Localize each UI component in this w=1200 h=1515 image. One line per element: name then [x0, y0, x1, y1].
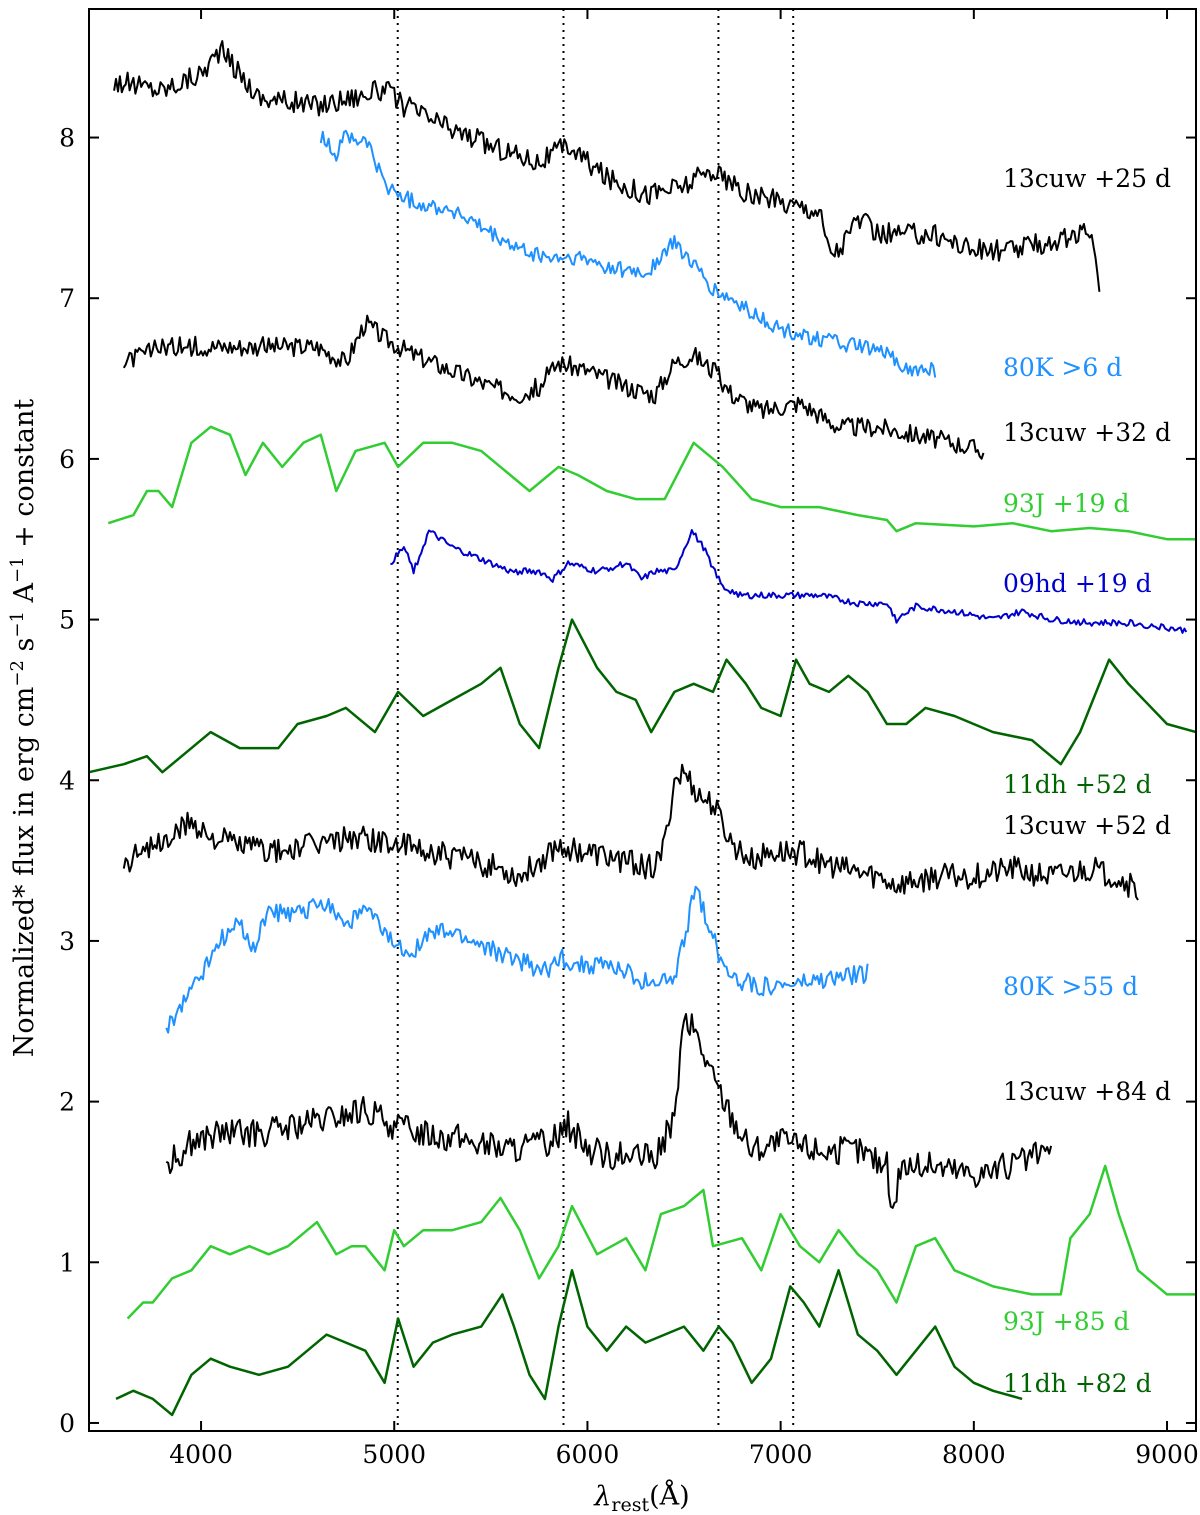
x-tick-label-4: 8000: [942, 1440, 1006, 1469]
x-tick-label-3: 7000: [749, 1440, 813, 1469]
series-label-0: 13cuw +25 d: [1003, 164, 1171, 193]
series-label-4: 09hd +19 d: [1003, 569, 1152, 598]
x-tick-label-0: 4000: [169, 1440, 233, 1469]
series-label-10: 11dh +82 d: [1003, 1369, 1152, 1398]
series-line-2: [122, 314, 985, 460]
x-axis-ticks: 4000 5000 6000 7000 8000 9000: [169, 9, 1199, 1469]
y-tick-label-4: 4: [59, 766, 75, 795]
reference-lines: [396, 9, 795, 1431]
y-tick-label-7: 7: [59, 284, 75, 313]
series-label-7: 80K >55 d: [1003, 972, 1138, 1001]
x-tick-label-2: 6000: [556, 1440, 620, 1469]
y-axis-label: Normalized* flux in erg cm−2 s−1 A−1 + c…: [7, 399, 40, 1058]
series-line-5: [88, 618, 1197, 774]
y-tick-label-5: 5: [59, 606, 75, 635]
y-tick-label-0: 0: [59, 1409, 75, 1438]
y-tick-label-2: 2: [59, 1088, 75, 1117]
series-label-1: 80K >6 d: [1003, 353, 1122, 382]
series-labels: 13cuw +25 d 80K >6 d 13cuw +32 d 93J +19 d 0…: [1003, 164, 1171, 1398]
x-axis-label: λrest(Å): [593, 1479, 689, 1515]
series-line-1: [319, 129, 937, 378]
y-tick-label-3: 3: [59, 927, 75, 956]
spectra-series: [88, 40, 1197, 1417]
series-line-9: [126, 1164, 1196, 1320]
y-axis-ticks: 0 1 2 3 4 5 6 7 8: [59, 124, 1196, 1438]
y-tick-label-6: 6: [59, 445, 75, 474]
series-line-10: [115, 1269, 1023, 1417]
x-tick-label-5: 9000: [1135, 1440, 1199, 1469]
y-tick-label-1: 1: [59, 1248, 75, 1277]
series-label-6: 13cuw +52 d: [1003, 811, 1171, 840]
series-line-7: [165, 885, 869, 1034]
y-tick-label-8: 8: [59, 124, 75, 153]
series-line-0: [113, 40, 1101, 292]
series-label-3: 93J +19 d: [1003, 489, 1130, 518]
series-line-4: [390, 529, 1188, 634]
series-label-9: 93J +85 d: [1003, 1307, 1130, 1336]
x-tick-label-1: 5000: [362, 1440, 426, 1469]
series-line-3: [107, 425, 1196, 541]
series-label-8: 13cuw +84 d: [1003, 1077, 1171, 1106]
plot-frame: [88, 8, 1197, 1432]
series-label-2: 13cuw +32 d: [1003, 418, 1171, 447]
series-line-6: [122, 763, 1139, 901]
series-line-8: [165, 1013, 1053, 1209]
series-label-5: 11dh +52 d: [1003, 770, 1152, 799]
